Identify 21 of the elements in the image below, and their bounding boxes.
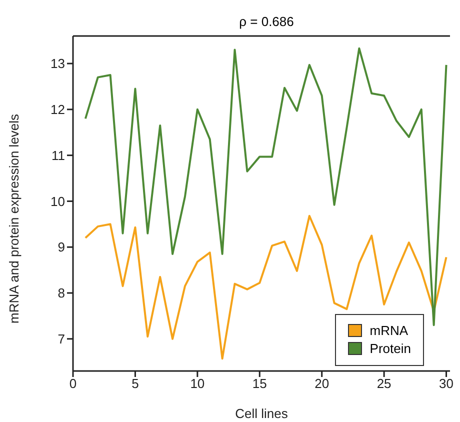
y-tick-label: 9	[58, 240, 65, 255]
x-tick-label: 30	[439, 376, 454, 392]
y-tick-label: 10	[50, 194, 65, 209]
x-tick-label: 20	[314, 376, 330, 392]
y-tick-label: 8	[58, 286, 65, 301]
y-tick-label: 13	[50, 56, 65, 72]
chart-title: ρ = 0.686	[238, 14, 295, 29]
x-tick-label: 25	[376, 376, 392, 392]
line-series	[84, 47, 448, 326]
x-tick-label: 10	[190, 376, 205, 392]
y-tick-label: 11	[52, 148, 65, 163]
x-tick-label: 0	[69, 376, 77, 392]
legend-label: Protein	[370, 341, 411, 356]
x-tick-label: 15	[252, 376, 267, 392]
y-tick-label: 7	[58, 331, 65, 346]
y-axis-title: mRNA and protein expression levels	[6, 113, 22, 324]
x-tick-label: 5	[132, 376, 139, 392]
y-tick-label: 12	[50, 102, 65, 118]
x-axis-title: Cell lines	[235, 406, 288, 421]
legend-label: mRNA	[370, 323, 408, 338]
line-series	[84, 214, 448, 360]
